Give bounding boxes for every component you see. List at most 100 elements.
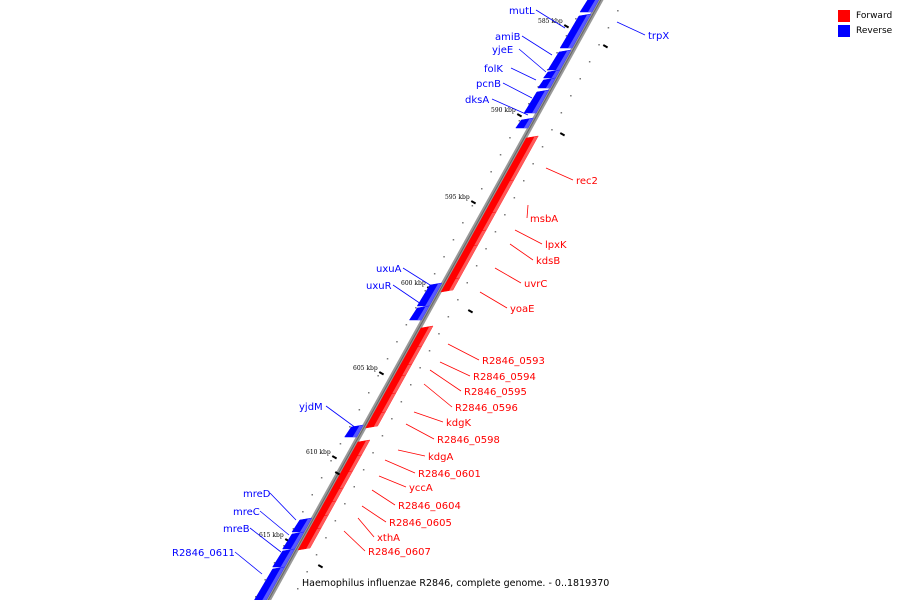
- minor-tick: [400, 401, 403, 403]
- leader-r2846-0604: [371, 489, 396, 506]
- leader-rec2: [545, 167, 574, 181]
- label-kdsb: kdsB: [536, 256, 560, 267]
- leader-r2846-0605: [361, 505, 387, 523]
- major-tick-mark: [602, 44, 609, 49]
- minor-tick: [358, 409, 361, 411]
- gene-r2846-0601-shade: [348, 455, 362, 472]
- gene-mred: [291, 517, 313, 533]
- gene-r2846-0598-shade: [373, 412, 386, 427]
- minor-tick: [499, 154, 502, 156]
- leader-yjee: [518, 48, 547, 73]
- gene-uxua: [416, 282, 443, 307]
- gene-uxur: [408, 305, 430, 321]
- tick-label: 585 kbp: [538, 18, 563, 25]
- minor-tick: [424, 290, 426, 292]
- genome-caption: Haemophilus influenzae R2846, complete g…: [302, 578, 610, 589]
- minor-tick: [325, 537, 327, 539]
- gene-yjee-shade: [555, 50, 571, 70]
- minor-tick: [405, 324, 408, 326]
- tick-label: 615 kbp: [259, 532, 284, 539]
- gene-kdgk-shade: [381, 393, 396, 413]
- leader-mutl: [535, 9, 566, 29]
- minor-tick: [410, 384, 412, 386]
- tick-label: 590 kbp: [491, 107, 516, 114]
- gene-r2846-0611-shade: [262, 567, 285, 600]
- gene-mreb-shade: [280, 549, 295, 567]
- label-trpx: trpX: [648, 31, 669, 42]
- minor-tick: [353, 486, 355, 488]
- label-yjdm: yjdM: [299, 402, 323, 413]
- gene-mred-shade: [299, 518, 312, 532]
- minor-tick: [297, 588, 299, 590]
- minor-tick: [546, 69, 549, 71]
- minor-tick: [283, 545, 285, 547]
- minor-tick: [433, 273, 436, 275]
- label-r2846-0595: R2846_0595: [464, 387, 527, 398]
- tick-label: 610 kbp: [306, 449, 331, 456]
- minor-tick: [264, 579, 266, 581]
- tick-label: 600 kbp: [401, 280, 426, 287]
- leader-r2846-0595: [429, 369, 462, 392]
- minor-tick: [344, 503, 346, 505]
- gene-features: [254, 0, 599, 600]
- gene-xtha-shade: [317, 515, 329, 529]
- minor-tick: [560, 112, 563, 114]
- gene-r2846-0611: [254, 566, 286, 600]
- label-xtha: xthA: [377, 533, 400, 544]
- leader-uvrc: [494, 267, 522, 284]
- strand-legend: Forward Reverse: [838, 8, 892, 38]
- minor-tick: [362, 469, 365, 471]
- minor-tick: [349, 426, 351, 428]
- label-amib: amiB: [495, 32, 521, 43]
- gene-kdsb-shade: [473, 230, 487, 246]
- label-yjee: yjeE: [492, 45, 513, 56]
- minor-tick: [381, 435, 384, 437]
- label-kdga: kdgA: [428, 452, 453, 463]
- minor-tick: [471, 205, 474, 207]
- tick-label: 605 kbp: [353, 365, 378, 372]
- gene-r2846-0595-shade: [401, 364, 412, 376]
- gene-r2846-0605-shade: [324, 501, 337, 516]
- gene-mrec: [282, 531, 305, 550]
- leader-r2846-0593: [447, 343, 480, 361]
- label-mutl: mutL: [509, 6, 535, 17]
- minor-tick: [339, 443, 342, 445]
- minor-tick: [485, 248, 487, 250]
- gene-folk-shade: [551, 70, 560, 78]
- leader-mred: [269, 492, 297, 521]
- leader-lpxk: [514, 229, 543, 245]
- legend-forward-label: Forward: [856, 10, 893, 21]
- gene-pcnb-shade: [545, 78, 556, 88]
- label-r2846-0596: R2846_0596: [455, 403, 518, 414]
- label-folk: folK: [484, 64, 503, 75]
- gene-mrec-shade: [290, 532, 304, 549]
- label-mred: mreD: [243, 489, 271, 500]
- label-uvrc: uvrC: [524, 279, 547, 290]
- label-mrec: mreC: [233, 507, 260, 518]
- gene-yoae: [440, 277, 461, 293]
- gene-rec2-shade: [509, 136, 539, 181]
- minor-tick: [391, 418, 393, 420]
- gene-r2846-0607: [297, 527, 322, 551]
- minor-tick: [481, 188, 483, 190]
- leader-r2846-0594: [439, 361, 471, 377]
- minor-tick: [377, 375, 379, 377]
- leader-amib: [521, 35, 553, 56]
- minor-tick: [494, 231, 497, 233]
- minor-tick: [452, 239, 455, 241]
- minor-tick: [570, 95, 572, 97]
- label-rec2: rec2: [576, 176, 598, 187]
- leader-r2846-0596: [423, 383, 453, 408]
- major-tick-mark: [470, 200, 477, 205]
- gene-msba-shade: [492, 180, 514, 213]
- label-r2846-0601: R2846_0601: [418, 469, 481, 480]
- gene-r2846-0593-shade: [417, 326, 433, 347]
- gene-yjdm: [344, 424, 364, 438]
- label-yoae: yoaE: [510, 304, 534, 315]
- label-lpxk: lpxK: [545, 240, 567, 251]
- label-uxua: uxuA: [376, 264, 402, 275]
- tick-marks: 585 kbp 590 kbp 595 kbp 600 kbp 605 kbp 610 k…: [255, 10, 619, 598]
- gene-amib-shade: [568, 14, 591, 48]
- minor-tick: [447, 316, 450, 318]
- label-dksa: dksA: [465, 95, 489, 106]
